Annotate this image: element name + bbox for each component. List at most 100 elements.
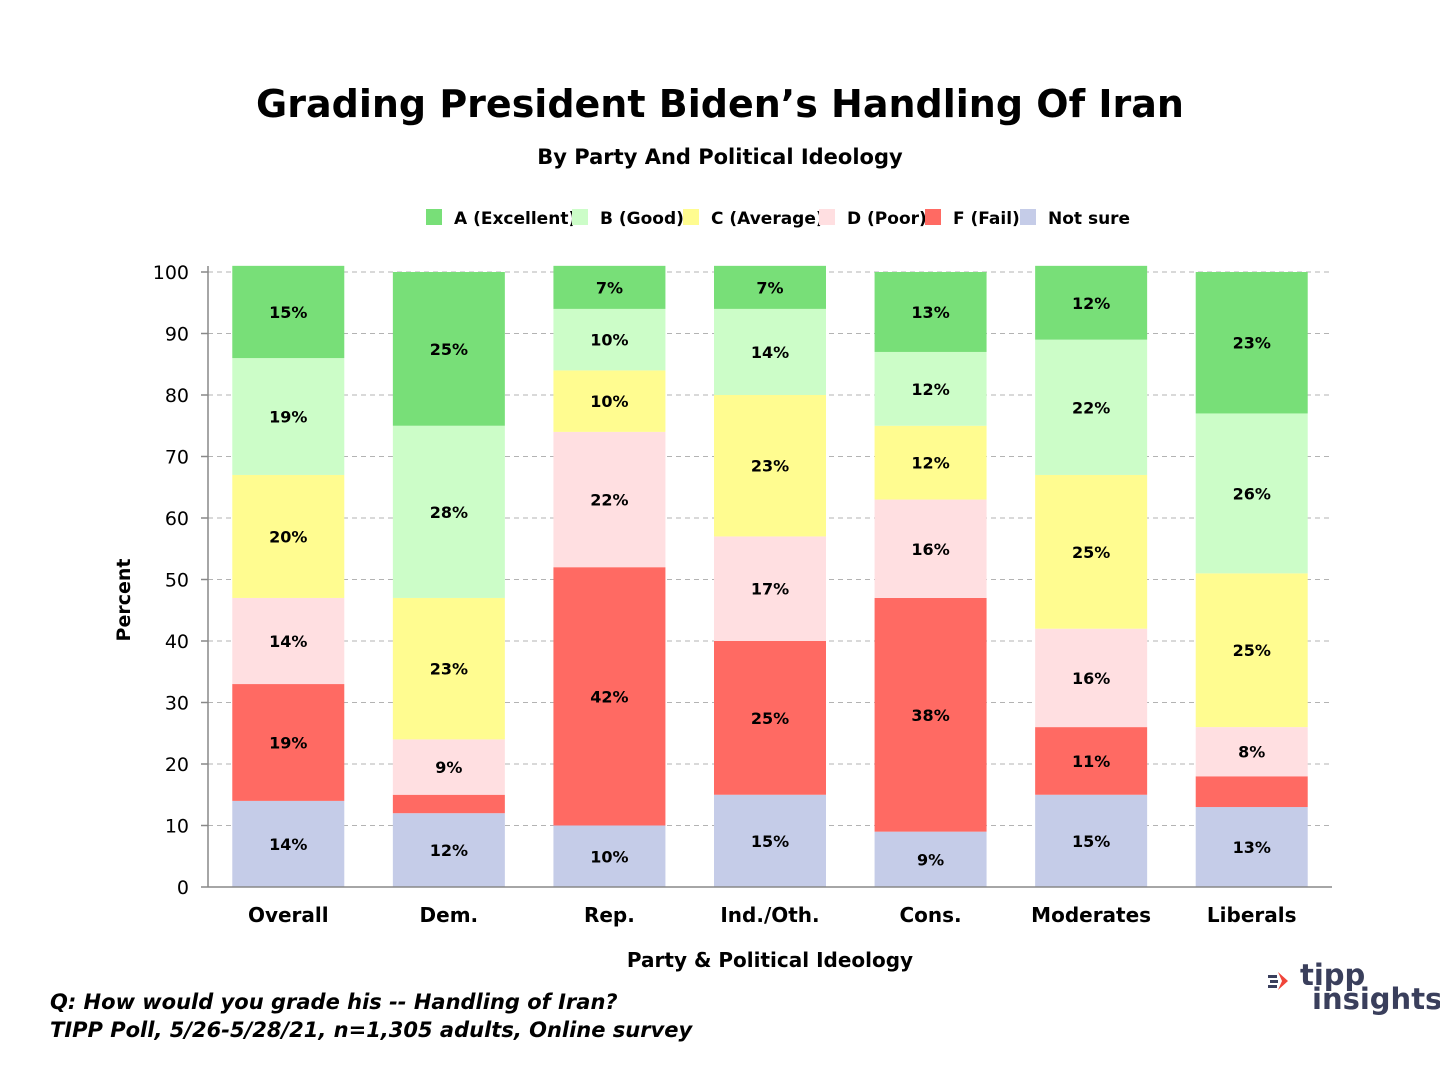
legend-swatch [1020, 209, 1036, 225]
bar-segment-not-sure [874, 831, 987, 887]
bar-segment-c-average [1195, 573, 1308, 728]
data-label: 14% [269, 632, 307, 651]
bar-segment-b-good [553, 308, 666, 371]
bar-segment-f-fail [553, 567, 666, 826]
x-tick-label: Rep. [584, 903, 635, 927]
data-label: 20% [269, 527, 307, 546]
data-label: 25% [1072, 543, 1110, 562]
bar-segment-b-good [1195, 413, 1308, 574]
y-tick-label: 30 [165, 693, 189, 715]
data-label: 25% [751, 709, 789, 728]
data-label: 11% [1072, 752, 1110, 771]
bar-segment-a-excellent [392, 272, 505, 426]
data-label: 14% [751, 343, 789, 362]
data-label: 10% [590, 392, 628, 411]
x-tick-label: Moderates [1031, 903, 1151, 927]
bar-segment-c-average [553, 370, 666, 432]
bar-segment-c-average [714, 395, 826, 537]
data-label: 23% [430, 660, 468, 679]
data-label: 25% [430, 340, 468, 359]
data-label: 19% [269, 408, 307, 427]
data-label: 15% [1072, 832, 1110, 851]
data-label: 15% [269, 303, 307, 322]
bar-segment-b-good [1035, 339, 1148, 475]
data-label: 16% [911, 540, 949, 559]
data-label: 17% [751, 580, 789, 599]
x-tick-label: Overall [248, 903, 329, 927]
bar-segment-d-poor [232, 597, 345, 685]
y-tick-label: 10 [165, 816, 189, 838]
axes [201, 266, 1332, 888]
logo-text-tipp: tipp [1300, 958, 1366, 992]
data-label: 10% [590, 331, 628, 350]
legend-label: C (Average) [711, 209, 824, 229]
bar-segment-a-excellent [553, 265, 666, 309]
bar-segment-c-average [874, 425, 987, 500]
bar-segment-f-fail [1035, 727, 1148, 795]
legend-label: F (Fail) [953, 209, 1020, 229]
data-label: 15% [751, 832, 789, 851]
logo-text-insights: insights [1312, 982, 1440, 1016]
bar-segment-d-poor [392, 739, 505, 795]
bar-segment-b-good [392, 425, 505, 598]
bar-segment-not-sure [232, 800, 345, 887]
legend-swatch [925, 209, 941, 225]
data-label: 12% [911, 380, 949, 399]
legend-label: B (Good) [600, 209, 684, 229]
bar-segment-a-excellent [232, 265, 345, 359]
bar-segment-d-poor [714, 536, 826, 641]
x-tick-label: Cons. [899, 903, 961, 927]
chart-subtitle: By Party And Political Ideology [537, 145, 903, 169]
y-tick-label: 20 [165, 754, 189, 776]
tipp-insights-logo: tipp insights [1268, 958, 1440, 1022]
bar-segment-a-excellent [1195, 272, 1308, 414]
y-tick-label: 80 [165, 385, 189, 407]
y-tick-label: 40 [165, 631, 189, 653]
legend-label: A (Excellent) [454, 209, 576, 229]
bar-segment-f-fail [1195, 776, 1308, 808]
axis-labels: 0 10 20 30 40 50 60 70 80 90 100 Overall Dem. Rep. Ind… [113, 262, 1297, 972]
y-tick-label: 50 [165, 570, 189, 592]
bar-segment-a-excellent [874, 272, 987, 352]
data-label: 42% [590, 687, 628, 706]
bar-segment-d-poor [553, 431, 666, 568]
chart-title: Grading President Biden’s Handling Of Ir… [256, 82, 1184, 126]
bars: 14% 19% 14% 20% 19% 15% 12% 9% 23% 28% 25% 10% 42% 22… [232, 265, 1308, 887]
bar-segment-c-average [232, 474, 345, 598]
bar-segment-f-fail [874, 597, 987, 832]
bar-segment-a-excellent [714, 265, 826, 309]
data-label: 28% [430, 503, 468, 522]
footnote-question: Q: How would you grade his -- Handling o… [50, 990, 618, 1014]
bar-segment-f-fail [714, 641, 826, 795]
data-label: 9% [435, 758, 462, 777]
legend-label: D (Poor) [847, 209, 927, 229]
y-tick-label: 0 [177, 877, 189, 899]
legend-swatch [426, 209, 442, 225]
bar-segment-d-poor [874, 499, 987, 598]
bar-segment-b-good [232, 358, 345, 475]
y-tick-label: 90 [165, 324, 189, 346]
data-label: 7% [596, 278, 623, 297]
data-label: 8% [1238, 743, 1265, 762]
logo-arrows-icon [1268, 972, 1288, 990]
data-label: 14% [269, 835, 307, 854]
data-label: 19% [269, 733, 307, 752]
x-tick-label: Dem. [420, 903, 479, 927]
bar-segment-not-sure [392, 813, 505, 887]
data-label: 12% [430, 841, 468, 860]
x-tick-label: Liberals [1207, 903, 1297, 927]
bar-segment-not-sure [553, 825, 666, 887]
data-label: 22% [590, 491, 628, 510]
legend-label: Not sure [1048, 209, 1130, 229]
data-label: 25% [1233, 641, 1271, 660]
bar-segment-b-good [714, 308, 826, 395]
bar-segment-not-sure [1035, 794, 1148, 887]
bar-segment-f-fail [392, 794, 505, 814]
data-label: 12% [911, 454, 949, 473]
y-tick-label: 100 [153, 262, 189, 284]
x-tick-label: Ind./Oth. [720, 903, 819, 927]
y-tick-label: 60 [165, 508, 189, 530]
data-label: 7% [756, 278, 783, 297]
data-label: 23% [1233, 334, 1271, 353]
